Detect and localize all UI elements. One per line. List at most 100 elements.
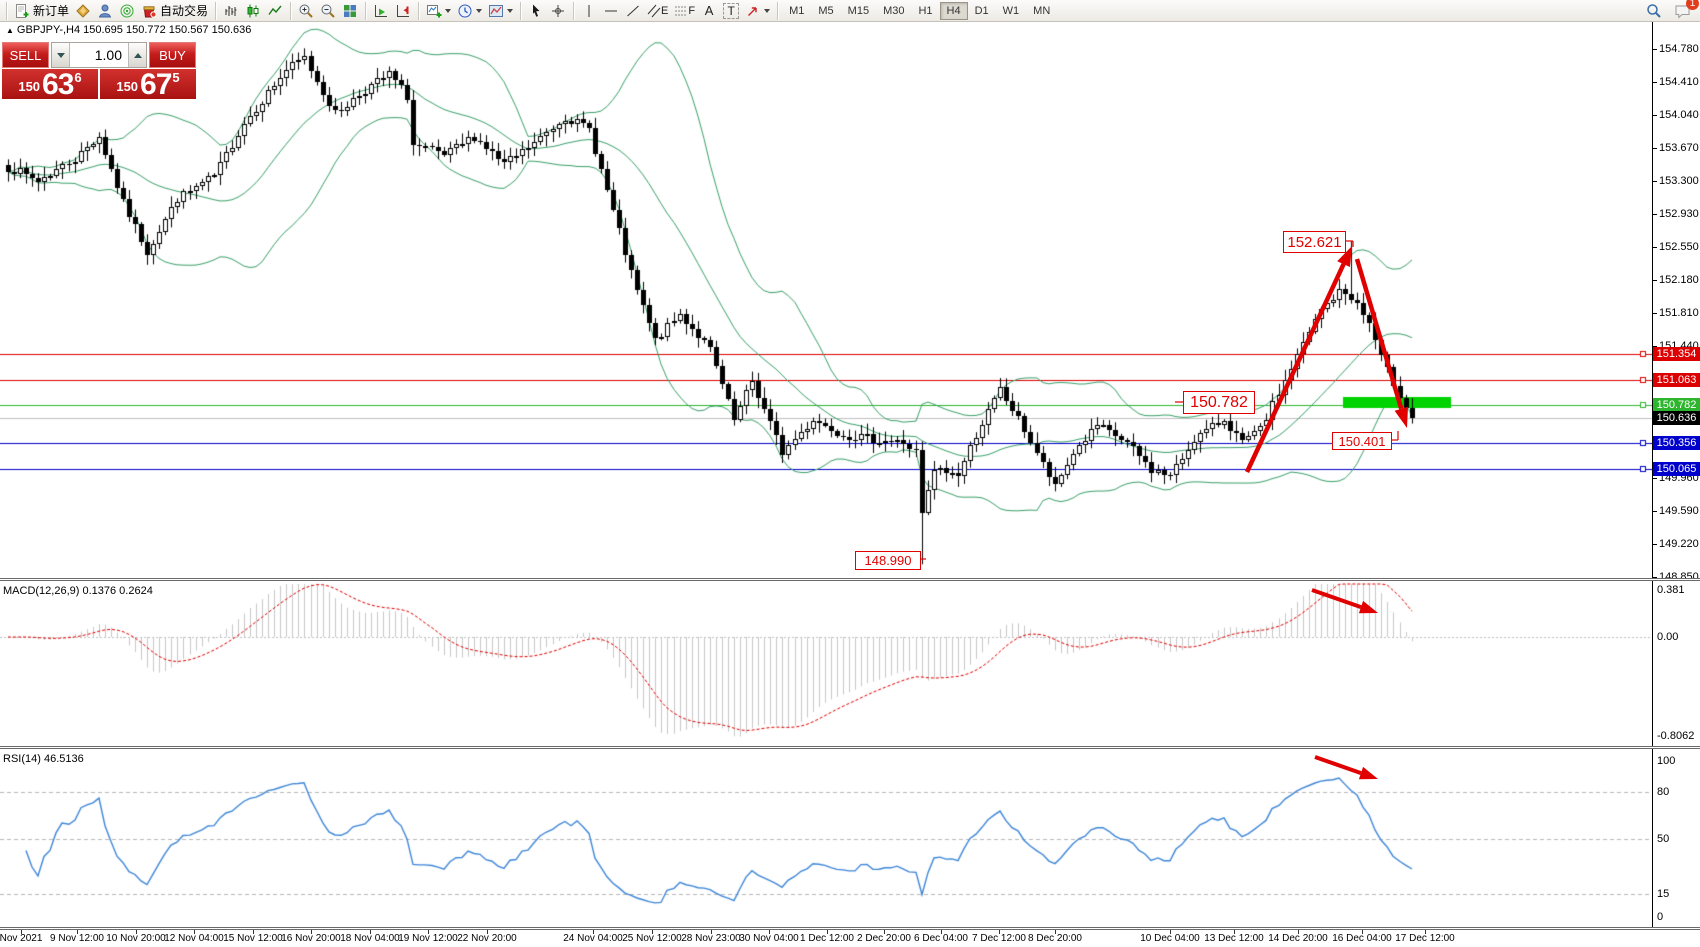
text-tool[interactable]: A — [698, 1, 720, 21]
main-chart-canvas[interactable] — [0, 22, 1652, 578]
time-label: 1 Dec 12:00 — [800, 933, 854, 944]
trendline-tool[interactable] — [622, 1, 644, 21]
time-tick — [593, 930, 594, 934]
periods-dropdown[interactable] — [454, 1, 485, 21]
crosshair-button[interactable] — [547, 1, 569, 21]
fibonacci-icon — [674, 3, 688, 19]
timeframe-group: M1 M5 M15 M30 H1 H4 D1 W1 MN — [782, 1, 1057, 20]
time-tick — [428, 930, 429, 934]
price-level-tag: 150.782 — [1653, 397, 1700, 412]
timeframe-h1[interactable]: H1 — [918, 4, 933, 17]
callout-152621[interactable]: 152.621 — [1283, 231, 1346, 253]
time-tick — [253, 930, 254, 934]
time-axis[interactable]: Nov 2021 9 Nov 12:00 10 Nov 20:00 12 Nov 04… — [0, 930, 1700, 947]
macd-canvas[interactable] — [0, 581, 1652, 746]
highlight-bar[interactable] — [1343, 397, 1451, 408]
pane-separator[interactable] — [0, 578, 1700, 581]
cursor-arrow-icon — [528, 3, 544, 19]
gold-diamond-icon — [75, 3, 91, 19]
bar-chart-button[interactable] — [220, 1, 242, 21]
one-click-trading-panel: SELL 1.00 BUY 150 63 6 150 67 5 — [2, 42, 196, 101]
triangle-down-icon — [56, 52, 65, 58]
profile-button[interactable] — [94, 1, 116, 21]
callout-150401[interactable]: 150.401 — [1332, 432, 1392, 450]
time-tick — [21, 930, 22, 934]
sell-button-label: SELL — [9, 47, 42, 63]
timeframe-m1[interactable]: M1 — [789, 4, 805, 17]
autotrading-button[interactable]: 自动交易 — [138, 1, 211, 21]
zoom-out-button[interactable] — [317, 1, 339, 21]
price-tick-label: 152.550 — [1653, 240, 1700, 254]
pane-separator — [0, 927, 1700, 930]
buy-price-big: 67 — [140, 68, 172, 101]
buy-price-sup: 5 — [172, 70, 180, 85]
toolbar-separator — [418, 1, 420, 20]
signals-button[interactable] — [116, 1, 138, 21]
timeframe-h4[interactable]: H4 — [939, 1, 968, 20]
time-label: 19 Nov 12:00 — [398, 933, 458, 944]
time-tick — [884, 930, 885, 934]
timeframe-w1[interactable]: W1 — [1002, 4, 1020, 17]
macd-scale-label: 0.381 — [1657, 584, 1685, 596]
price-level-tag: 151.354 — [1653, 346, 1700, 361]
tile-windows-button[interactable] — [339, 1, 361, 21]
dropdown-caret-icon — [507, 8, 514, 13]
pane-separator[interactable] — [0, 746, 1700, 749]
fibonacci-tool[interactable]: F — [671, 1, 698, 21]
time-label: 2 Dec 20:00 — [857, 933, 911, 944]
price-tick-label: 154.410 — [1653, 75, 1700, 89]
zoom-in-button[interactable] — [295, 1, 317, 21]
time-label: 30 Nov 04:00 — [739, 933, 799, 944]
sell-price-display[interactable]: 150 63 6 — [2, 69, 98, 100]
sell-price-prefix: 150 — [18, 79, 41, 94]
label-tool[interactable]: T — [720, 1, 742, 21]
styler-button[interactable] — [72, 1, 94, 21]
vertical-line-tool[interactable] — [578, 1, 600, 21]
timeframe-m15[interactable]: M15 — [847, 4, 870, 17]
search-icon — [1646, 3, 1662, 19]
candlestick-chart-button[interactable] — [242, 1, 264, 21]
arrows-dropdown[interactable] — [742, 1, 773, 21]
line-chart-button[interactable] — [264, 1, 286, 21]
search-button[interactable] — [1643, 1, 1665, 21]
callout-148990[interactable]: 148.990 — [855, 551, 921, 570]
sell-button[interactable]: SELL — [2, 42, 49, 68]
time-tick — [1362, 930, 1363, 934]
time-label: 10 Nov 20:00 — [106, 933, 166, 944]
timeframe-mn[interactable]: MN — [1033, 4, 1051, 17]
time-tick — [827, 930, 828, 934]
equidistant-channel-tool[interactable]: E — [644, 1, 671, 21]
chart-shift-button[interactable] — [392, 1, 414, 21]
new-order-button[interactable]: 新订单 — [11, 1, 72, 21]
notifications-button[interactable]: 1 — [1671, 0, 1699, 21]
volume-up-button[interactable] — [128, 43, 146, 67]
time-tick — [941, 930, 942, 934]
time-label: 17 Dec 12:00 — [1395, 933, 1455, 944]
rsi-canvas[interactable] — [0, 749, 1652, 927]
timeframe-m5[interactable]: M5 — [818, 4, 834, 17]
timeframe-d1[interactable]: D1 — [974, 4, 989, 17]
indicators-dropdown[interactable] — [485, 1, 516, 21]
timeframe-m30[interactable]: M30 — [883, 4, 905, 17]
zoom-out-icon — [320, 3, 336, 19]
channel-letter: E — [661, 4, 669, 17]
time-label: 18 Nov 04:00 — [340, 933, 400, 944]
new-order-label: 新订单 — [33, 4, 70, 18]
price-tick-label: 149.590 — [1653, 504, 1700, 518]
time-label: 9 Nov 12:00 — [50, 933, 104, 944]
buy-button[interactable]: BUY — [149, 42, 196, 68]
time-tick — [370, 930, 371, 934]
cursor-button[interactable] — [525, 1, 547, 21]
buy-price-display[interactable]: 150 67 5 — [100, 68, 196, 101]
volume-input[interactable]: 1.00 — [94, 47, 122, 63]
auto-scroll-button[interactable] — [370, 1, 392, 21]
volume-down-button[interactable] — [52, 43, 70, 67]
time-label: 10 Dec 04:00 — [1140, 933, 1200, 944]
time-label: 15 Nov 12:00 — [223, 933, 283, 944]
vertical-line-icon — [581, 3, 597, 19]
new-chart-dropdown[interactable] — [423, 1, 454, 21]
callout-150782[interactable]: 150.782 — [1183, 391, 1255, 414]
horizontal-line-tool[interactable] — [600, 1, 622, 21]
rsi-scale-label: 50 — [1657, 833, 1670, 845]
